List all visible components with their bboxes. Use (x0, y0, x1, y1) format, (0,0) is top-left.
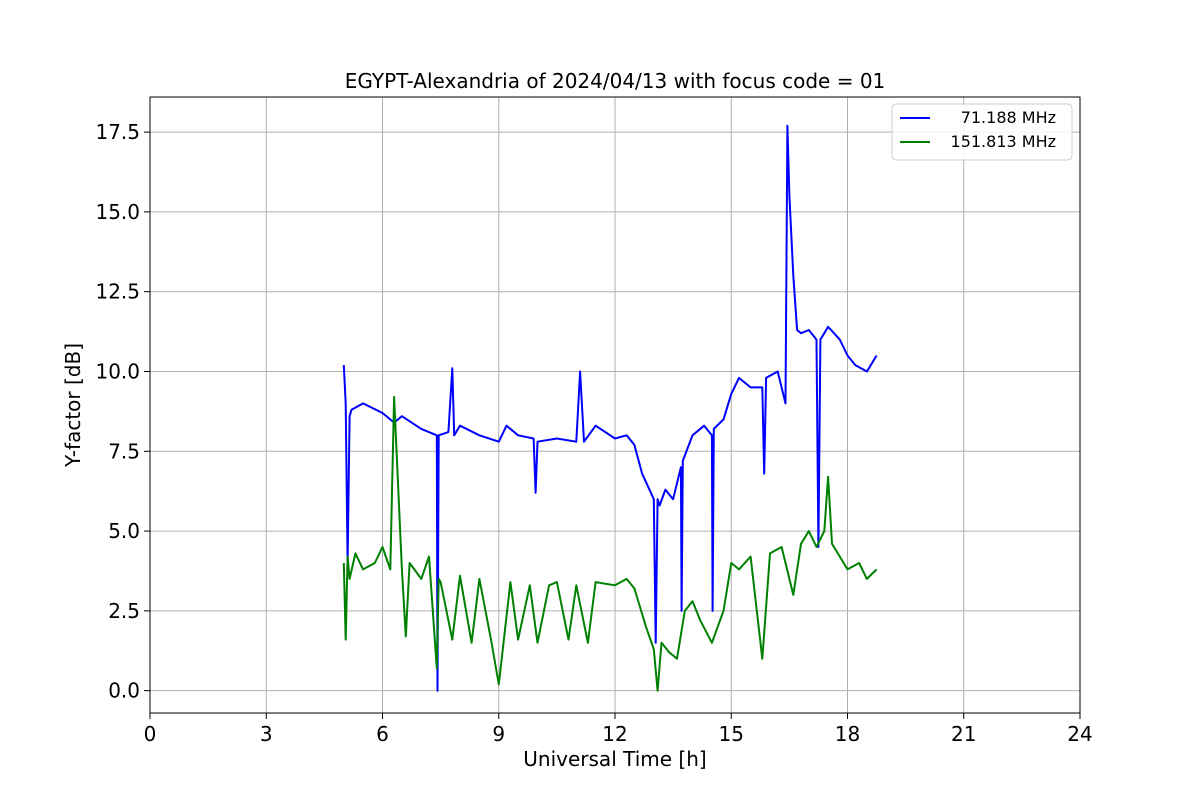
x-tick-label: 0 (144, 722, 157, 746)
y-tick-label: 10.0 (95, 359, 140, 383)
series-line-2 (342, 396, 878, 692)
chart-title: EGYPT-Alexandria of 2024/04/13 with focu… (345, 69, 886, 93)
y-tick-label: 17.5 (95, 120, 140, 144)
y-tick-label: 15.0 (95, 200, 140, 224)
ticks: 0 3 6 9 12 15 18 21 24 0.0 2.5 5.0 7.5 10.0 12.5 15.0 17… (95, 120, 1092, 746)
series-line-1 (342, 124, 878, 692)
x-tick-label: 6 (376, 722, 389, 746)
legend-label: 151.813 MHz (951, 132, 1056, 151)
x-tick-label: 24 (1067, 722, 1092, 746)
x-tick-label: 9 (492, 722, 505, 746)
legend-box (891, 103, 1073, 161)
x-tick-label: 18 (835, 722, 860, 746)
series-layer (342, 124, 878, 692)
x-tick-label: 3 (260, 722, 273, 746)
y-tick-label: 2.5 (108, 599, 140, 623)
y-tick-label: 5.0 (108, 519, 140, 543)
x-tick-label: 12 (602, 722, 627, 746)
x-axis-label: Universal Time [h] (523, 747, 706, 771)
y-tick-label: 7.5 (108, 439, 140, 463)
legend: 71.188 MHz 151.813 MHz (891, 103, 1073, 161)
y-tick-label: 0.0 (108, 679, 140, 703)
x-tick-label: 15 (719, 722, 744, 746)
x-tick-label: 21 (951, 722, 976, 746)
legend-label: 71.188 MHz (961, 108, 1056, 127)
y-axis-label: Y-factor [dB] (61, 343, 85, 468)
y-tick-label: 12.5 (95, 280, 140, 304)
